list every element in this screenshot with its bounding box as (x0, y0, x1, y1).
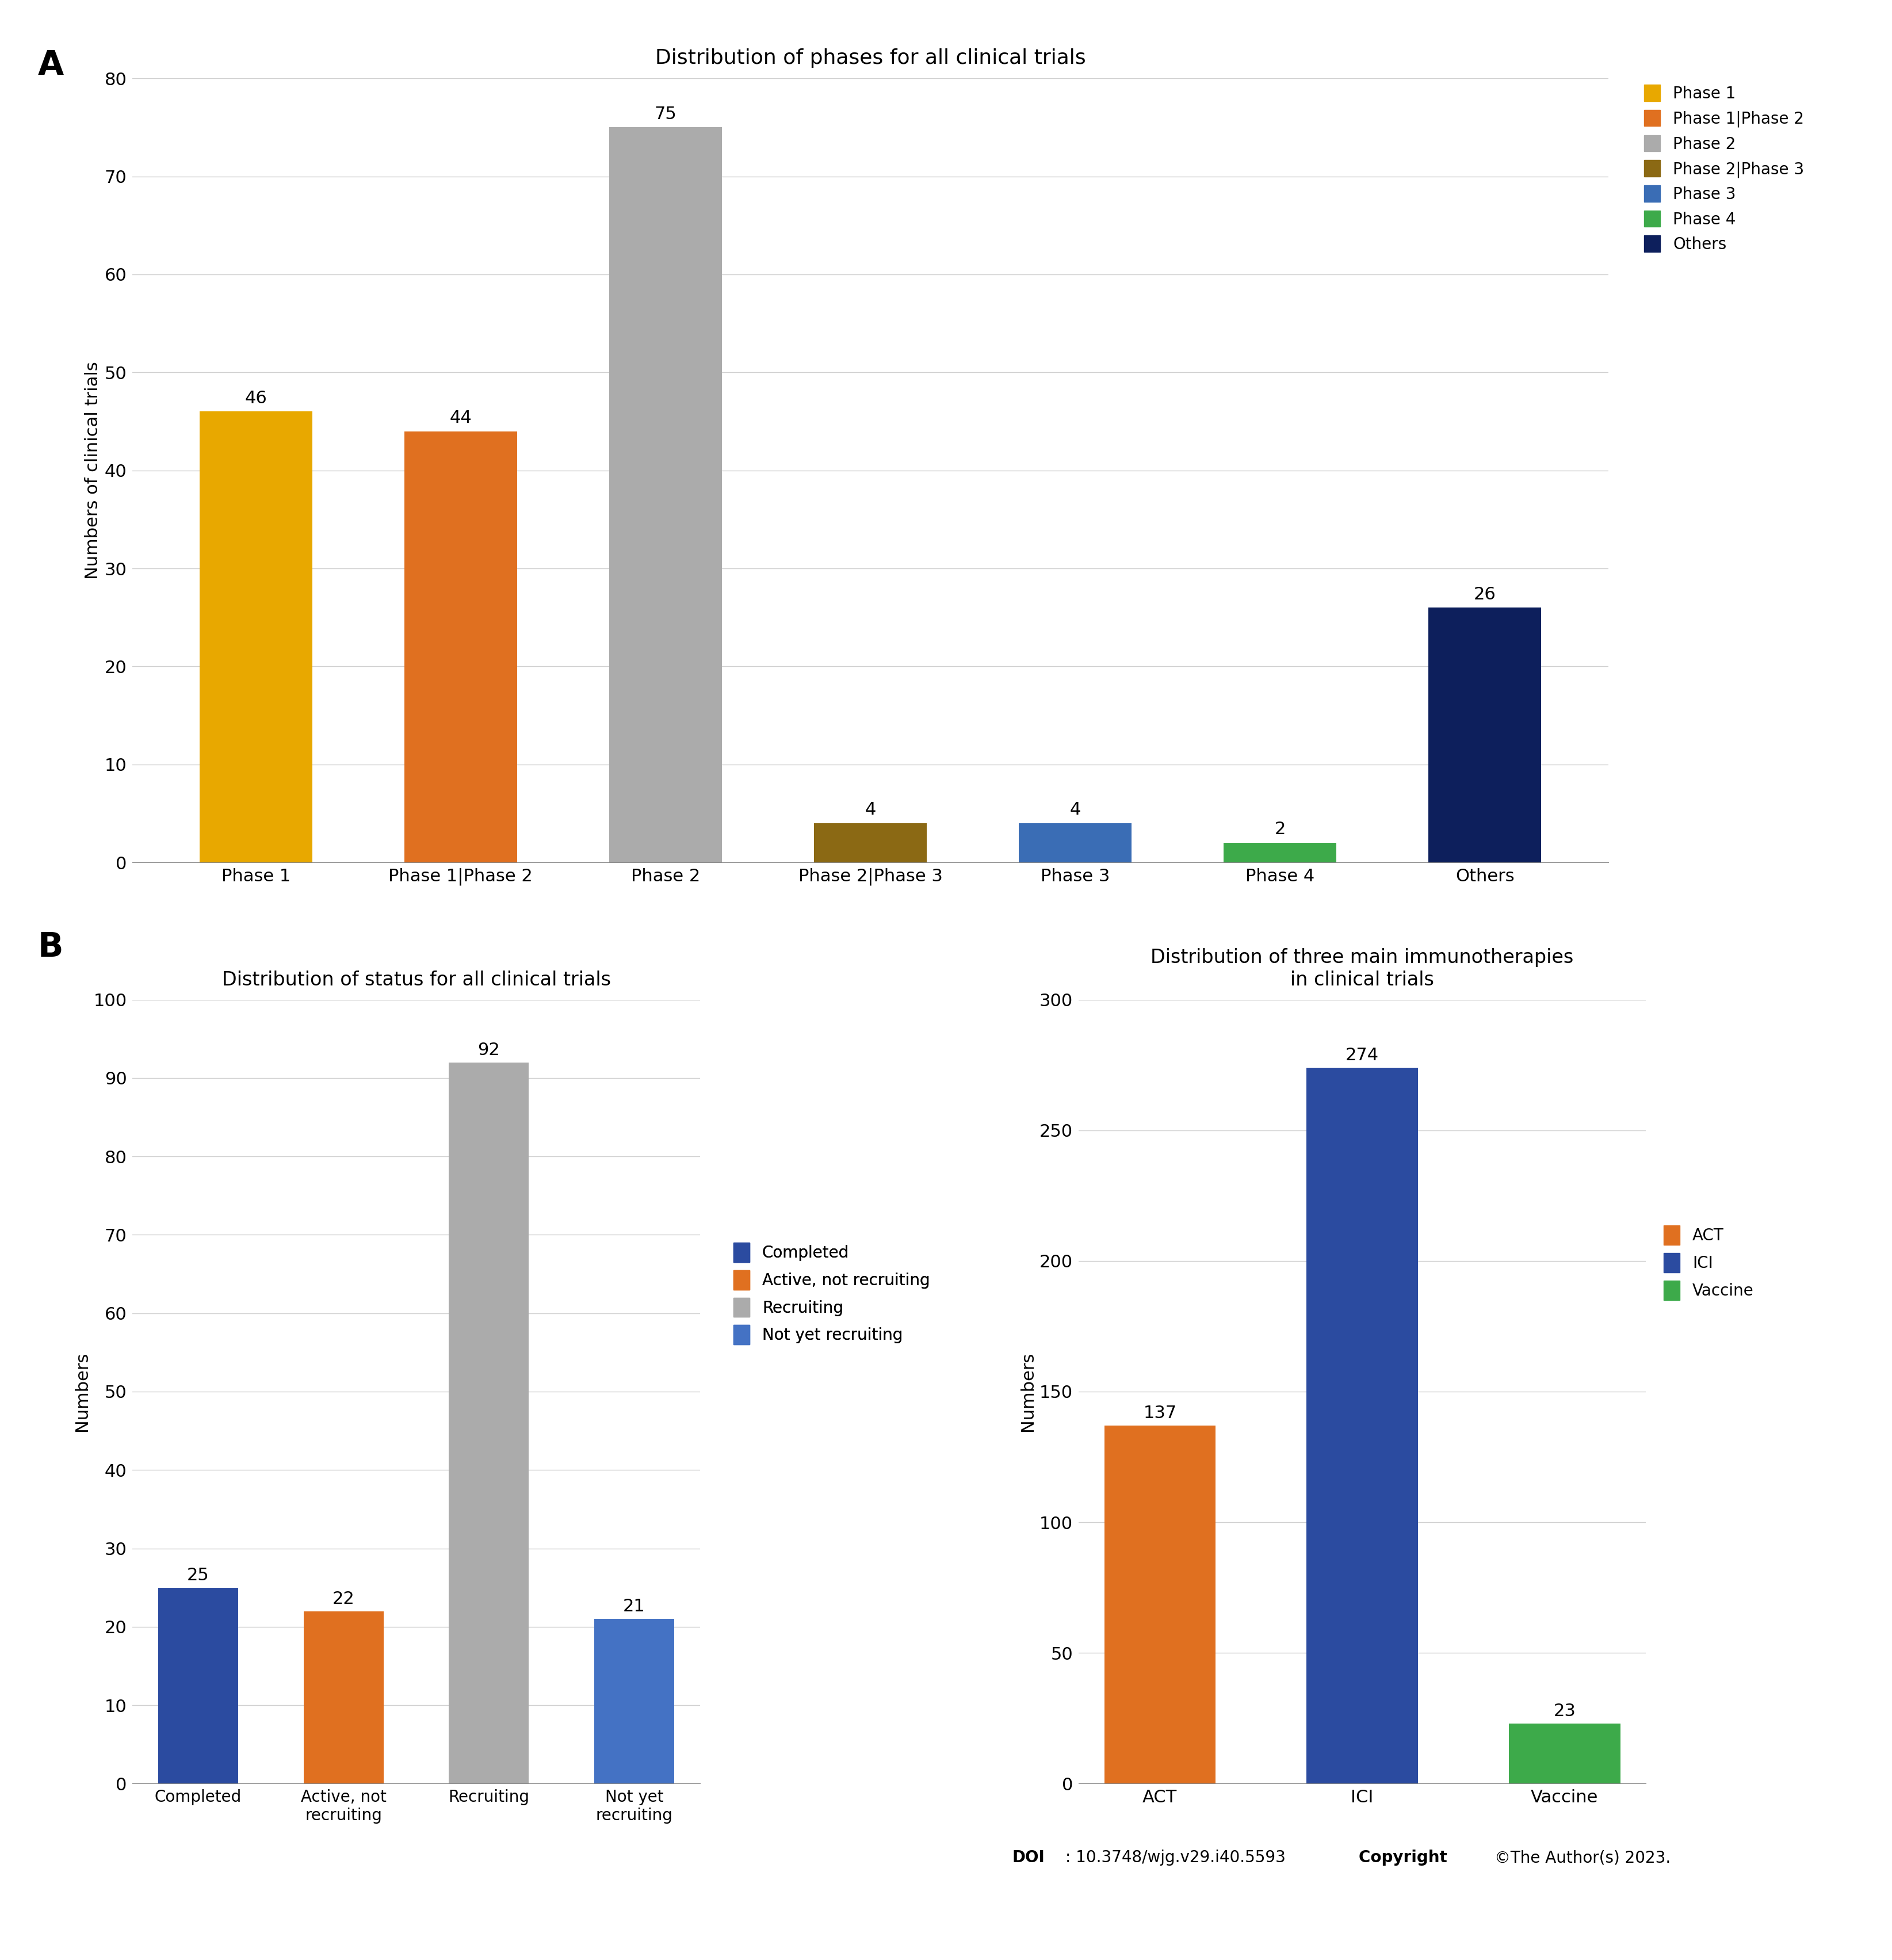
Text: 46: 46 (244, 390, 267, 408)
Bar (1307, 1068, 1417, 1784)
Text: B: B (38, 931, 64, 964)
Legend: Completed, Active, not recruiting, Recruiting, Not yet recruiting: Completed, Active, not recruiting, Recru… (727, 1237, 937, 1350)
Text: 4: 4 (865, 802, 876, 819)
Bar (159, 1588, 238, 1784)
Text: 25: 25 (187, 1566, 210, 1584)
Bar (1510, 1723, 1620, 1784)
Text: 26: 26 (1474, 586, 1497, 604)
Text: 22: 22 (333, 1590, 354, 1607)
Bar (405, 431, 517, 862)
Y-axis label: Numbers: Numbers (1020, 1352, 1037, 1431)
Text: ©The Author(s) 2023.: ©The Author(s) 2023. (1495, 1850, 1671, 1866)
Text: 23: 23 (1553, 1703, 1576, 1719)
Text: 92: 92 (479, 1041, 499, 1058)
Text: 2: 2 (1275, 821, 1285, 839)
Bar (1224, 843, 1336, 862)
Legend: ACT, ICI, Vaccine: ACT, ICI, Vaccine (1657, 1219, 1760, 1307)
Text: 21: 21 (622, 1597, 645, 1615)
Bar (303, 1611, 384, 1784)
Bar (1428, 608, 1542, 862)
Bar (448, 1062, 530, 1784)
Bar (814, 823, 927, 862)
Text: Copyright: Copyright (1358, 1850, 1453, 1866)
Text: 4: 4 (1069, 802, 1080, 819)
Text: : 10.3748/wjg.v29.i40.5593: : 10.3748/wjg.v29.i40.5593 (1065, 1850, 1290, 1866)
Text: A: A (38, 49, 64, 82)
Y-axis label: Numbers: Numbers (74, 1352, 91, 1431)
Text: 44: 44 (450, 410, 471, 427)
Text: 274: 274 (1345, 1047, 1379, 1064)
Text: DOI: DOI (1012, 1850, 1044, 1866)
Text: 75: 75 (655, 106, 677, 122)
Title: Distribution of three main immunotherapies
in clinical trials: Distribution of three main immunotherapi… (1150, 949, 1574, 990)
Bar (1105, 1425, 1215, 1784)
Bar (1018, 823, 1131, 862)
Bar (594, 1619, 674, 1784)
Legend: Phase 1, Phase 1|Phase 2, Phase 2, Phase 2|Phase 3, Phase 3, Phase 4, Others: Phase 1, Phase 1|Phase 2, Phase 2, Phase… (1638, 78, 1811, 259)
Bar (199, 412, 312, 862)
Y-axis label: Numbers of clinical trials: Numbers of clinical trials (85, 361, 102, 580)
Bar (609, 127, 723, 862)
Title: Distribution of status for all clinical trials: Distribution of status for all clinical … (221, 970, 611, 990)
Title: Distribution of phases for all clinical trials: Distribution of phases for all clinical … (655, 49, 1086, 69)
Text: 137: 137 (1143, 1405, 1177, 1421)
